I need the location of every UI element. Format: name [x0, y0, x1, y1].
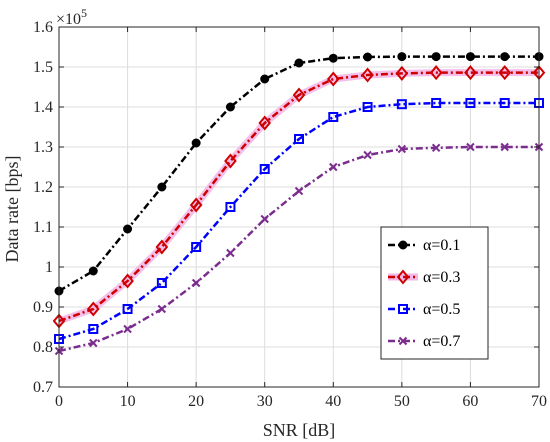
data-point — [498, 65, 512, 81]
data-point — [259, 164, 270, 174]
data-point — [465, 52, 475, 62]
x-tick-label: 70 — [531, 393, 547, 410]
y-tick-label: 1.2 — [33, 179, 53, 196]
data-point — [121, 273, 134, 289]
data-point — [326, 71, 340, 87]
legend-label: α=0.3 — [423, 269, 460, 286]
data-point — [157, 304, 167, 314]
data-point — [155, 239, 169, 255]
y-multiplier-base: ×10 — [56, 11, 81, 28]
data-point — [328, 53, 338, 63]
data-point — [466, 142, 475, 152]
data-point — [328, 112, 339, 122]
data-point — [225, 102, 235, 112]
axis-ticks: 0 10 20 30 40 50 60 70 0.7 0.8 0.9 1 1.1 1.2 1.3 1.4 1.5… — [33, 19, 547, 410]
legend-marker — [396, 269, 410, 285]
x-tick-label: 20 — [188, 393, 204, 410]
data-point — [361, 67, 374, 83]
y-multiplier: ×105 — [56, 6, 87, 28]
data-point — [362, 102, 373, 112]
legend-label: α=0.7 — [423, 333, 460, 350]
data-point — [395, 65, 409, 81]
x-axis-title: SNR [dB] — [263, 420, 336, 440]
data-point — [258, 115, 272, 131]
data-point — [363, 150, 372, 160]
x-tick-label: 0 — [55, 393, 63, 410]
y-tick-label: 1.1 — [33, 219, 53, 236]
data-point — [191, 242, 202, 252]
y-tick-label: 1.4 — [33, 99, 53, 116]
y-tick-label: 1.3 — [33, 139, 53, 156]
y-tick-label: 1 — [45, 259, 53, 276]
data-point — [260, 214, 269, 224]
legend-label: α=0.5 — [423, 301, 460, 318]
data-point — [156, 278, 167, 288]
data-point — [499, 98, 510, 108]
series-2 — [52, 65, 546, 329]
series-layer — [52, 52, 546, 356]
x-tick-label: 50 — [394, 393, 410, 410]
y-multiplier-exponent: 5 — [81, 6, 87, 20]
series-1 — [54, 52, 544, 296]
data-point — [225, 202, 236, 212]
plot-frame — [58, 26, 540, 388]
legend-item: α=0.3 — [388, 269, 460, 286]
data-point — [396, 99, 407, 110]
data-point — [88, 324, 99, 334]
data-point — [292, 87, 306, 103]
data-point — [226, 248, 235, 258]
data-point — [157, 182, 167, 192]
data-point — [294, 186, 304, 196]
data-point — [465, 98, 476, 108]
data-point — [224, 153, 237, 169]
y-tick-label: 0.8 — [33, 339, 53, 356]
series-line — [58, 101, 539, 341]
legend-marker — [398, 304, 408, 314]
y-tick-label: 1.6 — [33, 19, 53, 36]
data-point — [431, 52, 441, 62]
legend-item: α=0.5 — [388, 301, 460, 318]
y-tick-label: 0.9 — [33, 299, 53, 316]
data-point — [191, 278, 201, 288]
legend-label: α=0.1 — [423, 237, 460, 254]
data-point — [88, 266, 98, 276]
legend-item: α=0.1 — [388, 237, 460, 254]
data-point — [500, 52, 510, 62]
legend-box — [380, 226, 489, 360]
data-point — [294, 58, 304, 68]
data-point — [123, 224, 133, 234]
legend-item: α=0.7 — [388, 333, 460, 350]
data-point — [189, 197, 203, 213]
legend: α=0.1 α=0.3 α=0.5 α=0.7 — [380, 226, 489, 360]
data-point — [363, 52, 373, 62]
data-point — [294, 134, 304, 144]
y-tick-label: 1.5 — [33, 59, 53, 76]
data-point — [191, 138, 201, 148]
legend-marker — [398, 336, 408, 346]
y-tick-label: 0.7 — [33, 379, 53, 396]
data-point — [86, 301, 100, 317]
data-point — [500, 142, 509, 152]
x-tick-label: 60 — [462, 393, 478, 410]
data-point — [89, 338, 98, 348]
data-point — [397, 52, 407, 62]
data-point — [431, 143, 441, 153]
data-point — [431, 98, 442, 108]
series-line — [58, 71, 539, 323]
series-line — [58, 145, 539, 353]
data-point — [122, 304, 133, 314]
y-axis-title: Data rate [bps] — [2, 156, 22, 263]
legend-marker — [398, 240, 408, 250]
data-point — [329, 162, 338, 172]
x-tick-label: 30 — [257, 393, 273, 410]
series-3 — [54, 98, 544, 344]
data-point — [260, 74, 270, 84]
x-tick-label: 40 — [325, 393, 341, 410]
data-point — [429, 65, 443, 81]
data-point — [464, 65, 477, 81]
x-tick-label: 10 — [120, 393, 136, 410]
data-point — [397, 144, 407, 154]
data-point — [123, 324, 132, 334]
